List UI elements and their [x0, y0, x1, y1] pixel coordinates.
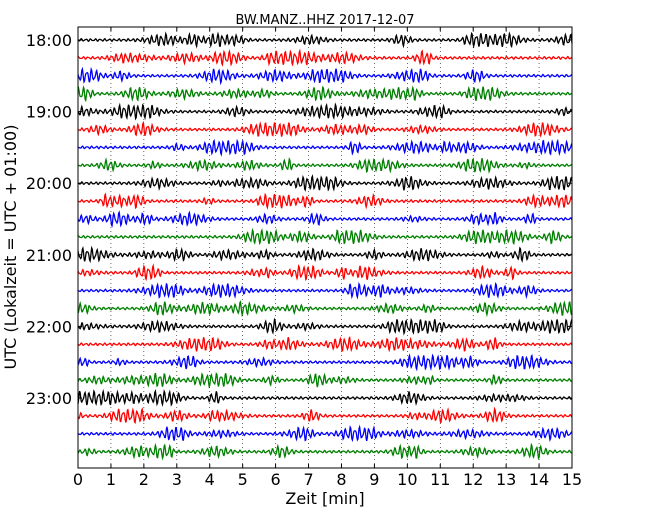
trace-line [77, 66, 573, 86]
x-tick-label: 7 [303, 470, 313, 489]
trace-line [77, 281, 573, 300]
trace-line [77, 388, 573, 408]
x-tick-label: 15 [562, 470, 582, 489]
grid-lines [110, 27, 540, 468]
trace-line [77, 424, 573, 443]
trace-line [77, 85, 573, 103]
x-tick-label: 9 [369, 470, 379, 489]
chart-title: BW.MANZ..HHZ 2017-12-07 [235, 13, 414, 28]
y-tick-label: 21:00 [26, 246, 72, 265]
trace-line [77, 210, 573, 228]
x-tick-label: 1 [106, 470, 116, 489]
trace-line [77, 300, 573, 318]
trace-line [77, 120, 573, 139]
x-axis: 0 1 2 3 4 5 6 7 8 9 10 11 12 13 14 15 [73, 27, 582, 489]
x-tick-label: 12 [463, 470, 483, 489]
y-tick-label: 20:00 [26, 174, 72, 193]
x-tick-label: 11 [430, 470, 450, 489]
trace-line [77, 442, 573, 461]
x-tick-label: 13 [496, 470, 516, 489]
x-tick-label: 8 [336, 470, 346, 489]
trace-line [77, 227, 573, 246]
x-tick-label: 4 [205, 470, 215, 489]
trace-line [77, 48, 573, 67]
trace-line [77, 336, 573, 353]
plot-frame [77, 26, 573, 469]
y-tick-label: 18:00 [26, 31, 72, 50]
y-tick-label: 23:00 [26, 389, 72, 408]
x-tick-label: 0 [73, 470, 83, 489]
x-tick-label: 2 [139, 470, 149, 489]
trace-line [77, 102, 573, 121]
trace-line [77, 245, 573, 264]
x-tick-label: 6 [271, 470, 281, 489]
trace-line [77, 31, 573, 49]
trace-line [77, 174, 573, 192]
y-axis-label: UTC (Lokalzeit = UTC + 01:00) [1, 125, 20, 370]
trace-line [77, 156, 573, 174]
trace-line [77, 372, 573, 389]
y-axis: 18:00 19:00 20:00 21:00 22:00 23:00 [26, 31, 572, 408]
x-axis-label: Zeit [min] [285, 489, 364, 508]
x-tick-label: 10 [397, 470, 417, 489]
trace-line [77, 192, 573, 210]
x-tick-label: 3 [172, 470, 182, 489]
x-tick-label: 14 [529, 470, 549, 489]
trace-line [77, 317, 573, 336]
y-tick-label: 19:00 [26, 103, 72, 122]
trace-line [77, 353, 573, 372]
trace-line [77, 138, 573, 157]
trace-line [77, 263, 573, 282]
x-tick-label: 5 [238, 470, 248, 489]
y-tick-label: 22:00 [26, 317, 72, 336]
seismic-traces [77, 31, 573, 461]
trace-line [77, 406, 573, 425]
